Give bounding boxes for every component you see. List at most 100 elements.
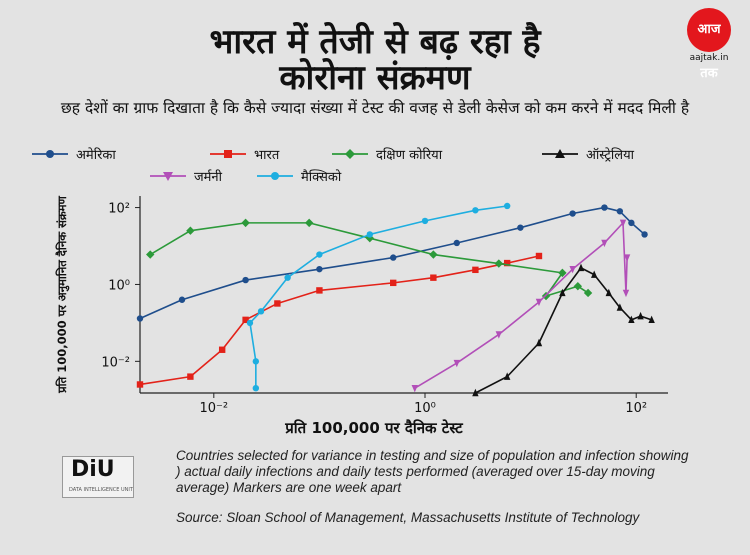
data-point (453, 239, 460, 247)
legend-item: ऑस्ट्रेलिया (540, 145, 634, 163)
diu-logo: DiU DATA INTELLIGENCE UNIT (62, 456, 134, 498)
data-point (622, 289, 630, 298)
data-point (411, 384, 418, 393)
y-tick-label: 10⁻² (101, 355, 130, 370)
data-point (257, 308, 265, 315)
series-line-2 (149, 222, 589, 297)
x-tick-label: 10² (625, 401, 647, 416)
footer: DiU DATA INTELLIGENCE UNIT Countries sel… (0, 446, 750, 555)
chart-legend: अमेरिका भारत दक्षिण कोरिया ऑस्ट्रेलिया जर्मन… (30, 145, 730, 185)
data-point (453, 359, 460, 368)
legend-label: दक्षिण कोरिया (376, 148, 443, 163)
footer-note: Countries selected for variance in testi… (176, 448, 689, 495)
data-point (623, 254, 631, 262)
legend-item: भारत (208, 145, 279, 163)
data-point (472, 207, 479, 214)
data-point (136, 381, 144, 388)
data-point (569, 265, 576, 274)
legend-label: जर्मनी (194, 170, 223, 185)
data-point (146, 250, 155, 259)
data-point (628, 219, 635, 227)
data-point (430, 274, 437, 281)
data-point (186, 226, 195, 235)
y-axis-label: प्रति 100,000 पर अनुमानित दैनिक संक्रमण (55, 195, 70, 393)
y-tick-label: 10² (108, 202, 130, 217)
legend-item: अमेरिका (30, 145, 116, 163)
data-point (583, 288, 593, 298)
data-point (136, 315, 144, 322)
logo-brand: आज तक (687, 8, 731, 81)
legend-swatch (257, 172, 293, 180)
data-point (641, 231, 648, 238)
legend-swatch (32, 150, 68, 158)
legend-item: जर्मनी (148, 167, 222, 185)
chart-title-line2: कोरोना संक्रमण (279, 58, 471, 98)
series-line-1 (139, 255, 540, 386)
data-point (517, 224, 524, 231)
legend-item: मैक्सिको (255, 167, 341, 185)
data-point (619, 219, 627, 228)
data-point (316, 287, 323, 294)
chart-title-line1: भारत में तेजी से बढ़ रहा है (209, 22, 541, 62)
data-point (535, 298, 543, 307)
data-point (472, 388, 479, 397)
data-point (218, 346, 226, 353)
data-point (503, 372, 511, 380)
data-point (577, 263, 585, 272)
x-tick-label: 10⁰ (414, 401, 436, 416)
data-point (573, 282, 583, 291)
data-point (601, 239, 608, 248)
x-tick-label: 10⁻² (199, 401, 228, 416)
legend-swatch (210, 150, 246, 158)
legend-swatch (332, 149, 368, 159)
data-point (187, 373, 194, 380)
data-point (429, 250, 438, 259)
data-point (628, 315, 635, 324)
legend-label: ऑस्ट्रेलिया (586, 148, 634, 163)
data-point (616, 303, 624, 311)
data-point (252, 358, 260, 365)
data-point (535, 252, 543, 260)
chart-subtitle: छह देशों का ग्राफ दिखाता है कि कैसे ज्या… (60, 99, 690, 117)
legend-label: भारत (254, 148, 280, 163)
diu-logo-text: DiU (71, 457, 115, 482)
data-point (558, 268, 567, 278)
legend-swatch (150, 172, 186, 181)
x-axis-label: प्रति 100,000 पर दैनिक टेस्ट (284, 419, 464, 437)
data-point (242, 276, 249, 284)
data-point (605, 288, 612, 297)
data-point (284, 274, 291, 281)
data-point (421, 217, 429, 225)
data-point (304, 218, 314, 228)
data-point (590, 270, 598, 278)
aajtak-logo[interactable]: आज तक aajtak.in (682, 8, 736, 81)
legend-swatch (542, 149, 578, 158)
series-line-0 (139, 206, 646, 320)
legend-label: अमेरिका (76, 148, 116, 163)
logo-url: aajtak.in (689, 53, 729, 63)
data-point (252, 384, 260, 392)
data-point (637, 311, 644, 320)
data-point (390, 254, 397, 261)
data-point (494, 259, 504, 268)
data-point (495, 331, 503, 339)
data-point (472, 266, 479, 274)
data-point (241, 218, 250, 228)
data-point (601, 204, 608, 211)
data-point (242, 316, 249, 324)
series-line-3 (475, 267, 652, 394)
series-line-5 (249, 205, 508, 389)
series-line-4 (414, 222, 628, 389)
legend-item: दक्षिण कोरिया (330, 145, 442, 163)
data-point (390, 279, 397, 287)
y-tick-label: 10⁰ (108, 278, 130, 293)
data-point (559, 288, 566, 297)
data-point (316, 265, 323, 273)
data-point (535, 338, 543, 347)
diu-logo-caption: DATA INTELLIGENCE UNIT (69, 487, 133, 493)
data-point (274, 300, 281, 307)
data-point (648, 315, 655, 324)
data-point (503, 202, 511, 210)
data-point (365, 233, 374, 243)
data-point (503, 259, 511, 267)
